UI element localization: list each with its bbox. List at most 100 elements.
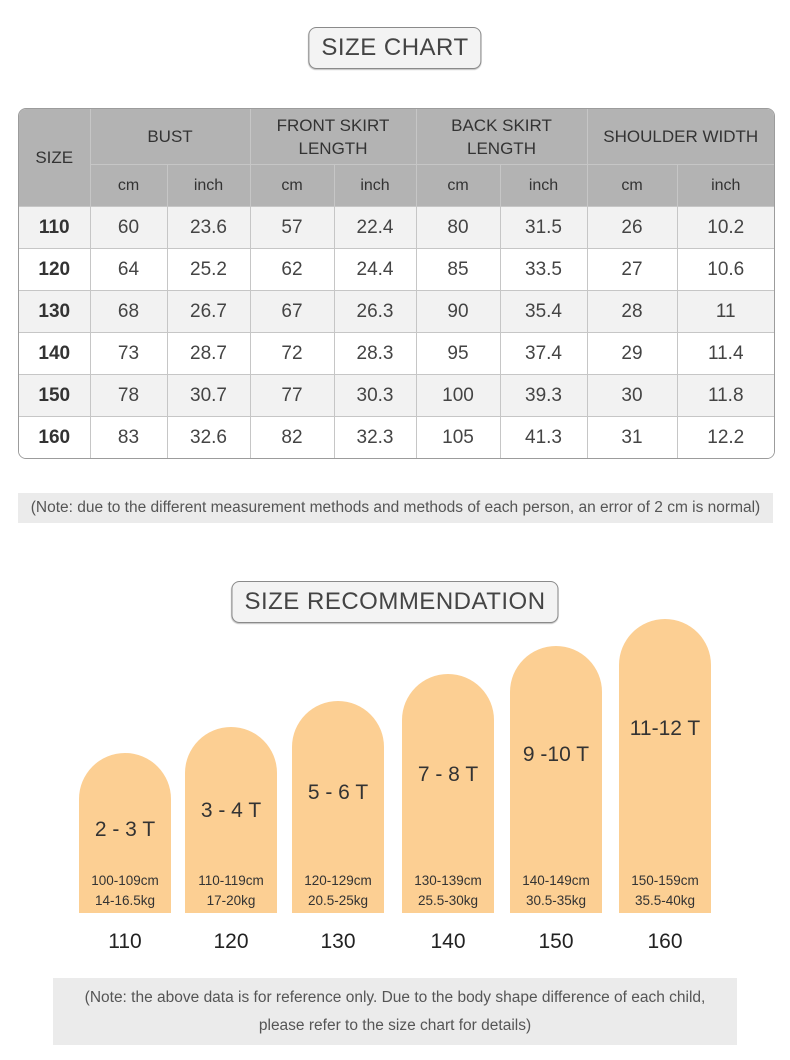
measurement-cell: 83: [89, 416, 168, 458]
measurement-cell: 24.4: [333, 248, 417, 291]
measurement-cell: 28.3: [333, 332, 417, 375]
size-arch: 9 -10 T 140-149cm 30.5-35kg: [510, 646, 602, 913]
measurement-cell: 28.7: [166, 332, 251, 375]
measurement-cell: 62: [249, 248, 335, 291]
measurement-cell: 12.2: [676, 416, 774, 458]
weight-range: 20.5-25kg: [307, 893, 369, 908]
measurement-cell: 11.8: [676, 374, 774, 417]
size-cell: 150: [19, 374, 91, 417]
recommendation-note-line: (Note: the above data is for reference o…: [84, 988, 706, 1006]
size-arch: 11-12 T 150-159cm 35.5-40kg: [619, 619, 711, 913]
recommendation-note-line: please refer to the size chart for detai…: [258, 1016, 532, 1034]
measurement-cell: 29: [586, 332, 678, 375]
bust-header: BUST: [89, 109, 251, 165]
unit-header: cm: [586, 164, 678, 207]
measurement-cell: 28: [586, 290, 678, 333]
measurement-cell: 41.3: [499, 416, 588, 458]
measurement-cell: 31: [586, 416, 678, 458]
measurement-cell: 30.7: [166, 374, 251, 417]
size-cell: 160: [19, 416, 91, 458]
measurement-cell: 32.6: [166, 416, 251, 458]
measurement-cell: 100: [415, 374, 501, 417]
measurement-range: 140-149cm 30.5-35kg: [510, 871, 602, 911]
measurement-range: 100-109cm 14-16.5kg: [79, 871, 171, 911]
size-arch: 7 - 8 T 130-139cm 25.5-30kg: [402, 674, 494, 913]
size-cell: 120: [19, 248, 91, 291]
size-number: 110: [108, 930, 142, 953]
age-label: 9 -10 T: [522, 743, 590, 766]
age-label: 7 - 8 T: [417, 763, 479, 786]
measurement-cell: 67: [249, 290, 335, 333]
weight-range: 17-20kg: [206, 893, 256, 908]
weight-range: 35.5-40kg: [634, 893, 696, 908]
measurement-cell: 11: [676, 290, 774, 333]
measurement-range: 130-139cm 25.5-30kg: [402, 871, 494, 911]
measurement-cell: 78: [89, 374, 168, 417]
measurement-range: 120-129cm 20.5-25kg: [292, 871, 384, 911]
age-label: 5 - 6 T: [307, 781, 369, 804]
measurement-cell: 64: [89, 248, 168, 291]
measurement-cell: 57: [249, 206, 335, 249]
table-row: 160 83 32.6 82 32.3 105 41.3 31 12.2: [19, 416, 774, 458]
size-arch: 2 - 3 T 100-109cm 14-16.5kg: [79, 753, 171, 913]
measurement-cell: 11.4: [676, 332, 774, 375]
measurement-range: 110-119cm 17-20kg: [185, 871, 277, 911]
table-row: 130 68 26.7 67 26.3 90 35.4 28 11: [19, 290, 774, 333]
size-arch: 5 - 6 T 120-129cm 20.5-25kg: [292, 701, 384, 913]
measurement-cell: 26.7: [166, 290, 251, 333]
size-cell: 130: [19, 290, 91, 333]
table-row: 150 78 30.7 77 30.3 100 39.3 30 11.8: [19, 374, 774, 417]
size-arch: 3 - 4 T 110-119cm 17-20kg: [185, 727, 277, 913]
measurement-cell: 68: [89, 290, 168, 333]
size-chart-table: SIZE BUST FRONT SKIRT LENGTH BACK SKIRT …: [18, 108, 775, 459]
size-number: 160: [647, 930, 683, 953]
measurement-cell: 82: [249, 416, 335, 458]
measurement-cell: 80: [415, 206, 501, 249]
table-row: 110 60 23.6 57 22.4 80 31.5 26 10.2: [19, 206, 774, 249]
measurement-cell: 25.2: [166, 248, 251, 291]
measurement-cell: 26.3: [333, 290, 417, 333]
back-skirt-length-header: BACK SKIRT LENGTH: [415, 109, 588, 165]
size-cell: 110: [19, 206, 91, 249]
unit-header: inch: [166, 164, 251, 207]
weight-range: 14-16.5kg: [94, 893, 156, 908]
recommendation-note: (Note: the above data is for reference o…: [53, 978, 737, 1045]
height-range: 150-159cm: [631, 873, 699, 888]
measurement-cell: 85: [415, 248, 501, 291]
shoulder-width-header: SHOULDER WIDTH: [586, 109, 774, 165]
table-row: 140 73 28.7 72 28.3 95 37.4 29 11.4: [19, 332, 774, 375]
measurement-cell: 30: [586, 374, 678, 417]
measurement-cell: 27: [586, 248, 678, 291]
size-recommendation-title: SIZE RECOMMENDATION: [231, 581, 559, 623]
weight-range: 30.5-35kg: [525, 893, 587, 908]
unit-header: cm: [249, 164, 335, 207]
size-chart-body: 110 60 23.6 57 22.4 80 31.5 26 10.2 120 64 25.2 62 24…: [19, 206, 774, 458]
measurement-cell: 105: [415, 416, 501, 458]
measurement-cell: 30.3: [333, 374, 417, 417]
measurement-note: (Note: due to the different measurement …: [18, 493, 773, 523]
front-skirt-length-header: FRONT SKIRT LENGTH: [249, 109, 417, 165]
measurement-cell: 90: [415, 290, 501, 333]
size-cell: 140: [19, 332, 91, 375]
measurement-cell: 73: [89, 332, 168, 375]
measurement-cell: 31.5: [499, 206, 588, 249]
measurement-cell: 35.4: [499, 290, 588, 333]
age-label: 2 - 3 T: [94, 818, 156, 841]
measurement-cell: 39.3: [499, 374, 588, 417]
unit-header: cm: [415, 164, 501, 207]
measurement-cell: 95: [415, 332, 501, 375]
measurement-cell: 10.2: [676, 206, 774, 249]
measurement-cell: 60: [89, 206, 168, 249]
measurement-cell: 37.4: [499, 332, 588, 375]
table-row: 120 64 25.2 62 24.4 85 33.5 27 10.6: [19, 248, 774, 291]
unit-header: inch: [676, 164, 774, 207]
size-number: 130: [320, 930, 356, 953]
size-number: 140: [430, 930, 466, 953]
size-column-header: SIZE: [19, 109, 91, 207]
age-label: 11-12 T: [629, 717, 701, 740]
size-chart-title: SIZE CHART: [308, 27, 482, 69]
weight-range: 25.5-30kg: [417, 893, 479, 908]
unit-header: cm: [90, 164, 168, 207]
height-range: 110-119cm: [198, 873, 264, 888]
size-number: 150: [538, 930, 574, 953]
